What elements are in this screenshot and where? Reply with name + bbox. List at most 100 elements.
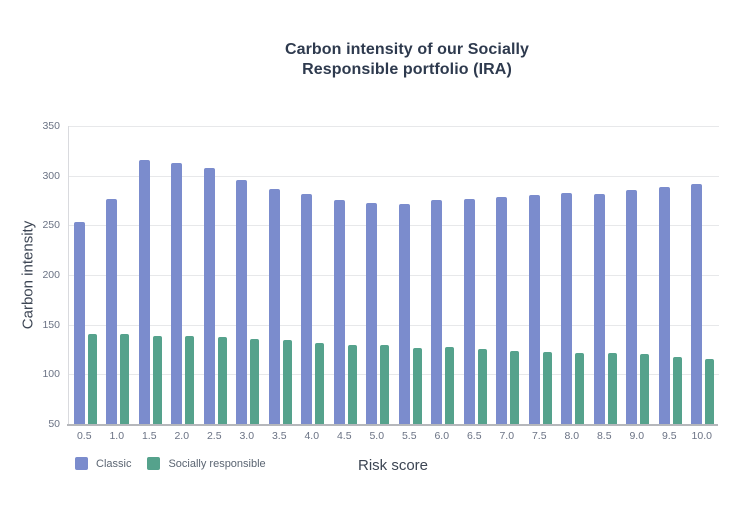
bar-socially-responsible-4.0 [315, 342, 325, 424]
legend-item-socially-responsible: Socially responsible [147, 457, 266, 470]
bar-classic-5.0 [366, 203, 378, 424]
bar-classic-8.5 [593, 193, 605, 424]
x-tick-label-5.5: 5.5 [401, 430, 417, 442]
bar-group-0.5 [69, 126, 102, 424]
gridline-300 [69, 175, 719, 177]
bar-socially-responsible-3.0 [250, 338, 260, 424]
bar-classic-8.0 [561, 192, 573, 424]
bar-socially-responsible-1.0 [120, 333, 130, 424]
bar-socially-responsible-8.0 [575, 353, 585, 424]
bar-socially-responsible-8.5 [607, 353, 617, 424]
bar-classic-7.0 [496, 196, 508, 424]
x-tick-label-10.0: 10.0 [691, 430, 712, 442]
bar-classic-1.5 [138, 159, 150, 424]
x-tick-label-2.0: 2.0 [174, 430, 190, 442]
x-tick-label-8.5: 8.5 [596, 430, 612, 442]
bar-classic-5.5 [398, 204, 410, 424]
bar-socially-responsible-5.0 [380, 344, 390, 424]
x-tick-label-4.0: 4.0 [304, 430, 320, 442]
gridline-150 [69, 324, 719, 326]
bar-group-9.0 [622, 126, 655, 424]
bar-socially-responsible-2.0 [185, 335, 195, 424]
x-tick-label-8.0: 8.0 [564, 430, 580, 442]
bar-classic-4.5 [333, 199, 345, 424]
chart-title-line1: Carbon intensity of our Socially [284, 41, 530, 58]
bar-classic-0.5 [73, 222, 85, 424]
chart-title-line2: Responsible portfolio (IRA) [302, 61, 512, 78]
bar-group-2.5 [199, 126, 232, 424]
bar-socially-responsible-9.0 [640, 354, 650, 424]
bar-group-8.5 [589, 126, 622, 424]
y-tick-label-350: 350 [42, 120, 60, 132]
bar-group-7.0 [492, 126, 525, 424]
bar-classic-10.0 [691, 183, 703, 424]
x-tick-label-9.5: 9.5 [661, 430, 677, 442]
bar-classic-3.5 [268, 188, 280, 424]
x-tick-label-6.5: 6.5 [466, 430, 482, 442]
x-tick-label-4.5: 4.5 [336, 430, 352, 442]
bar-group-2.0 [167, 126, 200, 424]
gridline-250 [69, 225, 719, 227]
x-tick-label-1.5: 1.5 [141, 430, 157, 442]
x-tick-label-3.5: 3.5 [271, 430, 287, 442]
bar-classic-7.5 [528, 194, 540, 424]
bar-group-6.0 [427, 126, 460, 424]
y-tick-label-150: 150 [42, 318, 60, 331]
bar-socially-responsible-9.5 [672, 357, 682, 424]
x-tick-label-0.5: 0.5 [76, 430, 92, 442]
bar-socially-responsible-7.0 [510, 350, 520, 424]
x-tick-label-2.5: 2.5 [206, 430, 222, 442]
bar-socially-responsible-2.5 [217, 336, 227, 424]
legend-swatch-classic [75, 457, 88, 470]
bar-group-8.0 [557, 126, 590, 424]
bar-group-5.5 [394, 126, 427, 424]
bar-classic-2.5 [203, 167, 215, 424]
bar-group-9.5 [654, 126, 687, 424]
bar-group-1.5 [134, 126, 167, 424]
bar-classic-2.0 [171, 162, 183, 424]
y-tick-label-100: 100 [42, 368, 60, 381]
x-tick-label-5.0: 5.0 [369, 430, 385, 442]
bar-group-4.0 [297, 126, 330, 424]
bar-socially-responsible-5.5 [412, 347, 422, 424]
x-tick-label-7.5: 7.5 [531, 430, 547, 442]
bar-classic-3.0 [236, 179, 248, 424]
x-tick-label-6.0: 6.0 [434, 430, 450, 442]
bar-group-3.0 [232, 126, 265, 424]
bar-classic-6.5 [463, 198, 475, 424]
bar-classic-1.0 [106, 198, 118, 424]
legend-swatch-socially-responsible [147, 457, 161, 470]
x-tick-label-9.0: 9.0 [629, 430, 645, 442]
bar-socially-responsible-6.0 [445, 346, 455, 424]
legend: Classic Socially responsible [75, 457, 266, 470]
bar-classic-9.0 [626, 189, 638, 424]
y-tick-label-300: 300 [42, 169, 60, 182]
x-tick-label-7.0: 7.0 [499, 430, 515, 442]
bar-socially-responsible-10.0 [705, 359, 715, 424]
chart-title: Carbon intensity of our Socially Respons… [68, 40, 746, 80]
y-tick-label-50: 50 [48, 418, 60, 430]
bar-classic-4.0 [301, 193, 313, 424]
y-tick-label-250: 250 [42, 219, 60, 232]
bar-socially-responsible-4.5 [347, 344, 357, 424]
bar-group-5.0 [362, 126, 395, 424]
legend-label-classic: Classic [96, 457, 132, 470]
bar-group-3.5 [264, 126, 297, 424]
bar-classic-9.5 [658, 186, 670, 424]
bar-group-6.5 [459, 126, 492, 424]
x-tick-label-1.0: 1.0 [109, 430, 125, 442]
legend-label-socially-responsible: Socially responsible [168, 457, 266, 470]
gridline-350 [69, 126, 719, 127]
legend-item-classic: Classic [75, 457, 131, 470]
bar-socially-responsible-3.5 [282, 339, 292, 424]
y-tick-label-200: 200 [42, 269, 60, 281]
bar-socially-responsible-7.5 [542, 351, 552, 424]
x-axis-line [67, 424, 718, 426]
bar-group-1.0 [102, 126, 135, 424]
gridline-200 [69, 275, 719, 276]
plot-area [68, 126, 719, 424]
bar-classic-6.0 [431, 199, 443, 424]
x-tick-label-3.0: 3.0 [239, 430, 255, 442]
bar-group-4.5 [329, 126, 362, 424]
